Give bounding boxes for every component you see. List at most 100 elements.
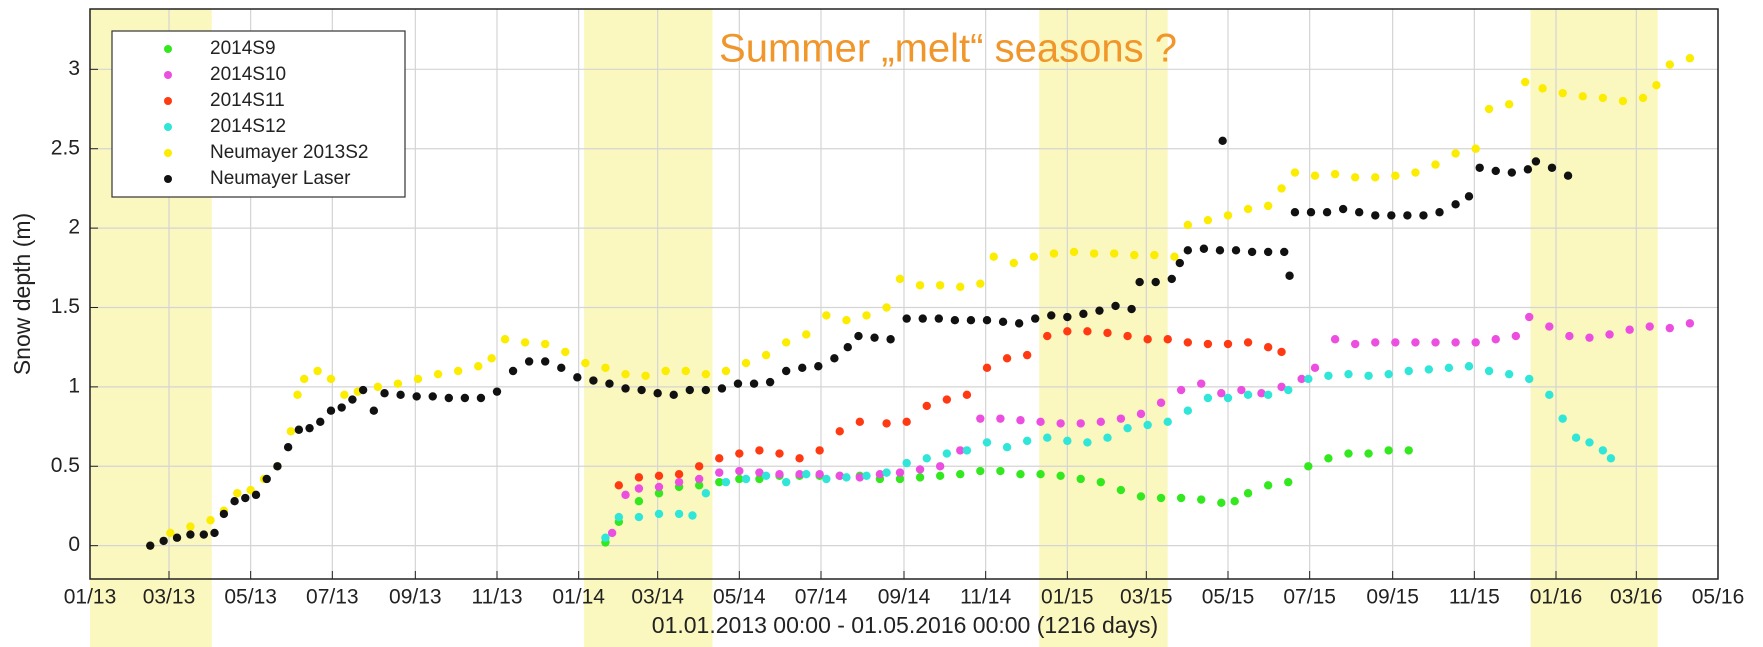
point: [634, 473, 644, 482]
point: [621, 490, 630, 500]
point: [895, 274, 905, 284]
x-tick-label: 03/15: [1120, 586, 1173, 609]
point: [681, 366, 690, 376]
point: [1263, 390, 1273, 400]
point: [1022, 436, 1032, 446]
point: [1022, 350, 1032, 360]
point: [1175, 258, 1184, 268]
point: [428, 392, 437, 401]
point: [814, 362, 823, 371]
point: [922, 401, 931, 411]
point: [1491, 335, 1500, 344]
point: [1136, 492, 1146, 501]
x-tick-label: 11/13: [472, 586, 523, 609]
point: [634, 497, 644, 506]
point: [1277, 347, 1286, 357]
point: [1277, 382, 1286, 392]
point: [1306, 208, 1316, 217]
point: [996, 466, 1005, 476]
point: [1304, 462, 1313, 471]
point: [1167, 274, 1176, 284]
point: [1391, 171, 1400, 180]
y-tick-label: 1.5: [51, 295, 80, 318]
point: [1029, 252, 1039, 261]
point: [835, 427, 844, 436]
point: [219, 509, 229, 519]
point: [982, 438, 992, 447]
x-tick-label: 01/13: [64, 586, 117, 609]
point: [654, 509, 664, 519]
point: [186, 522, 195, 531]
point: [1523, 165, 1533, 174]
point: [1471, 338, 1480, 347]
point: [1504, 369, 1514, 379]
point: [1096, 477, 1106, 487]
point: [1344, 449, 1353, 458]
point: [1558, 88, 1567, 98]
point: [1665, 323, 1675, 333]
point: [1585, 333, 1594, 342]
point: [1116, 485, 1126, 495]
point: [976, 414, 985, 423]
legend-label: 2014S11: [210, 90, 285, 111]
point: [1521, 77, 1530, 87]
point: [1076, 474, 1085, 484]
point: [540, 339, 550, 349]
point: [654, 489, 664, 498]
point: [1116, 414, 1126, 423]
point: [1475, 163, 1484, 172]
point: [761, 471, 771, 480]
point: [1002, 443, 1012, 452]
point: [293, 390, 302, 400]
point: [918, 314, 927, 323]
legend-marker: [164, 97, 172, 105]
point: [1411, 168, 1420, 177]
point: [1563, 171, 1573, 180]
point: [1151, 277, 1160, 287]
point: [1290, 168, 1300, 177]
point: [637, 385, 646, 395]
point: [741, 474, 751, 484]
legend-label: Neumayer 2013S2: [210, 142, 368, 163]
legend-marker: [164, 71, 172, 79]
point: [1223, 393, 1233, 403]
point: [694, 481, 704, 490]
y-axis-label: Snow depth (m): [9, 213, 35, 375]
point: [669, 390, 678, 400]
point: [915, 465, 925, 474]
point: [1043, 433, 1052, 442]
point: [396, 390, 405, 400]
point: [230, 497, 239, 506]
point: [286, 427, 296, 436]
point: [634, 484, 644, 493]
point: [694, 462, 704, 471]
point: [735, 449, 744, 458]
point: [492, 387, 502, 396]
point: [476, 393, 486, 403]
point: [1176, 493, 1186, 503]
point: [1310, 171, 1320, 180]
point: [1507, 168, 1517, 177]
point: [641, 371, 650, 380]
x-tick-label: 05/16: [1692, 586, 1745, 609]
point: [1247, 247, 1257, 257]
x-tick-label: 09/15: [1366, 586, 1419, 609]
point: [717, 384, 727, 393]
y-tick-label: 2.5: [51, 136, 80, 159]
point: [1585, 438, 1594, 447]
point: [412, 392, 421, 401]
point: [1243, 204, 1253, 214]
point: [1638, 93, 1648, 103]
point: [283, 443, 293, 452]
point: [1558, 414, 1567, 423]
point: [393, 379, 403, 388]
point: [1103, 433, 1112, 442]
point: [1424, 365, 1434, 374]
point: [1036, 417, 1045, 427]
point: [1322, 208, 1332, 217]
point: [942, 395, 952, 404]
point: [902, 417, 911, 427]
point: [500, 335, 510, 344]
legend-label: Neumayer Laser: [210, 168, 351, 189]
point: [1083, 327, 1092, 336]
